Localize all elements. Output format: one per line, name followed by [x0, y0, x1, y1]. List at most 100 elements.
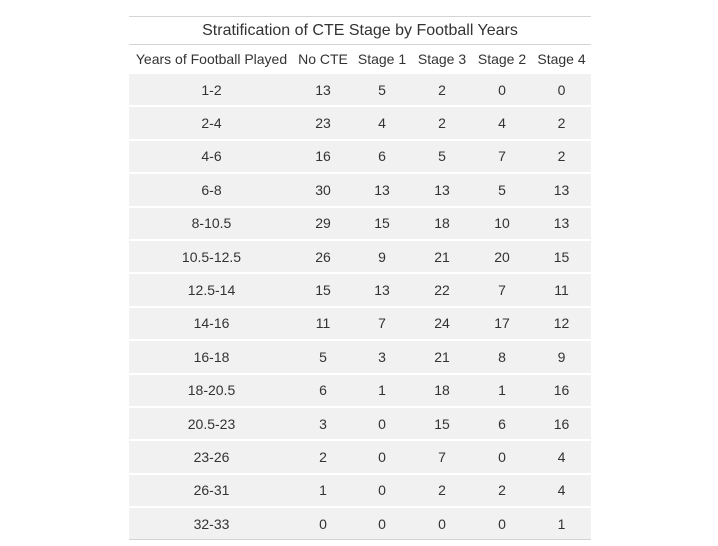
table-cell-stage-1: 0	[352, 473, 412, 509]
table-cell-no-cte: 0	[294, 507, 352, 541]
table-cell-stage-3: 22	[412, 273, 472, 308]
table-cell-no-cte: 15	[294, 273, 352, 308]
header-row: Years of Football Played No CTE Stage 1 …	[129, 45, 591, 74]
table-cell-years: 2-4	[129, 106, 294, 141]
table-row: 20.5-23 3 0 15 6 16	[129, 406, 591, 442]
table-cell-years: 23-26	[129, 440, 294, 475]
table-row: 1-2 13 5 2 0 0	[129, 73, 591, 108]
table-cell-stage-2: 5	[472, 173, 532, 208]
table-cell-years: 32-33	[129, 507, 294, 541]
table-cell-stage-4: 16	[532, 406, 591, 442]
table-cell-stage-3: 18	[412, 206, 472, 241]
table-row: 10.5-12.5 26 9 21 20 15	[129, 239, 591, 275]
table-cell-stage-1: 9	[352, 239, 412, 275]
table-cell-stage-2: 7	[472, 273, 532, 308]
table-cell-stage-2: 7	[472, 139, 532, 175]
column-header-stage-2: Stage 2	[472, 45, 532, 74]
table-cell-years: 4-6	[129, 139, 294, 175]
table-row: 6-8 30 13 13 5 13	[129, 173, 591, 208]
table-cell-years: 6-8	[129, 173, 294, 208]
table-row: 12.5-14 15 13 22 7 11	[129, 273, 591, 308]
table-cell-stage-4: 16	[532, 373, 591, 408]
table-cell-stage-4: 13	[532, 206, 591, 241]
table-cell-no-cte: 5	[294, 340, 352, 375]
table-cell-stage-4: 15	[532, 239, 591, 275]
table-cell-stage-2: 17	[472, 306, 532, 342]
column-header-years: Years of Football Played	[129, 45, 294, 74]
table-cell-stage-4: 11	[532, 273, 591, 308]
table-cell-years: 20.5-23	[129, 406, 294, 442]
table-cell-stage-3: 24	[412, 306, 472, 342]
table-cell-stage-2: 6	[472, 406, 532, 442]
table-cell-years: 14-16	[129, 306, 294, 342]
table-cell-stage-2: 0	[472, 440, 532, 475]
table-cell-stage-3: 21	[412, 340, 472, 375]
table-cell-stage-3: 2	[412, 473, 472, 509]
table-cell-no-cte: 2	[294, 440, 352, 475]
table-cell-stage-1: 13	[352, 173, 412, 208]
table-cell-stage-1: 7	[352, 306, 412, 342]
table-row: 8-10.5 29 15 18 10 13	[129, 206, 591, 241]
table-row: 26-31 1 0 2 2 4	[129, 473, 591, 509]
column-header-stage-1: Stage 1	[352, 45, 412, 74]
table-cell-stage-1: 0	[352, 406, 412, 442]
table-cell-stage-3: 21	[412, 239, 472, 275]
table-row: 2-4 23 4 2 4 2	[129, 106, 591, 141]
table-cell-years: 1-2	[129, 73, 294, 108]
table-cell-stage-2: 1	[472, 373, 532, 408]
table-cell-stage-2: 8	[472, 340, 532, 375]
table-cell-no-cte: 26	[294, 239, 352, 275]
table-cell-years: 10.5-12.5	[129, 239, 294, 275]
table-cell-stage-3: 2	[412, 73, 472, 108]
table-cell-no-cte: 6	[294, 373, 352, 408]
table-cell-stage-4: 13	[532, 173, 591, 208]
table-cell-stage-4: 4	[532, 440, 591, 475]
table-cell-no-cte: 13	[294, 73, 352, 108]
table-cell-stage-1: 4	[352, 106, 412, 141]
table-body: 1-2 13 5 2 0 0 2-4 23 4 2 4 2 4-6 16 6 5 7 2 6-8 30 13 13 5 13 8…	[129, 73, 591, 541]
table-cell-stage-4: 4	[532, 473, 591, 509]
table-row: 18-20.5 6 1 18 1 16	[129, 373, 591, 408]
table-cell-stage-2: 10	[472, 206, 532, 241]
table-row: 14-16 11 7 24 17 12	[129, 306, 591, 342]
table-row: 16-18 5 3 21 8 9	[129, 340, 591, 375]
table-cell-no-cte: 16	[294, 139, 352, 175]
table-cell-stage-1: 13	[352, 273, 412, 308]
table-cell-stage-1: 15	[352, 206, 412, 241]
table-cell-stage-1: 0	[352, 440, 412, 475]
table-row: 32-33 0 0 0 0 1	[129, 507, 591, 541]
table-cell-stage-4: 2	[532, 139, 591, 175]
table-cell-stage-3: 0	[412, 507, 472, 541]
table-cell-stage-2: 20	[472, 239, 532, 275]
table-cell-stage-4: 2	[532, 106, 591, 141]
table-cell-stage-2: 0	[472, 507, 532, 541]
cte-table-container: Stratification of CTE Stage by Football …	[129, 16, 591, 541]
table-cell-no-cte: 23	[294, 106, 352, 141]
column-header-stage-3: Stage 3	[412, 45, 472, 74]
table-cell-years: 18-20.5	[129, 373, 294, 408]
table-cell-stage-1: 1	[352, 373, 412, 408]
table-cell-years: 16-18	[129, 340, 294, 375]
table-row: 23-26 2 0 7 0 4	[129, 440, 591, 475]
table-cell-years: 12.5-14	[129, 273, 294, 308]
table-title: Stratification of CTE Stage by Football …	[129, 16, 591, 45]
table-cell-stage-4: 0	[532, 73, 591, 108]
table-cell-years: 8-10.5	[129, 206, 294, 241]
table-cell-stage-3: 5	[412, 139, 472, 175]
table-cell-stage-4: 12	[532, 306, 591, 342]
table-cell-stage-1: 0	[352, 507, 412, 541]
table-cell-stage-3: 2	[412, 106, 472, 141]
table-cell-stage-3: 13	[412, 173, 472, 208]
table-cell-stage-1: 6	[352, 139, 412, 175]
table-cell-no-cte: 3	[294, 406, 352, 442]
table-row: 4-6 16 6 5 7 2	[129, 139, 591, 175]
table-cell-stage-1: 5	[352, 73, 412, 108]
table-cell-stage-1: 3	[352, 340, 412, 375]
table-cell-stage-3: 15	[412, 406, 472, 442]
column-header-no-cte: No CTE	[294, 45, 352, 74]
table-cell-no-cte: 11	[294, 306, 352, 342]
cte-stage-table: Stratification of CTE Stage by Football …	[129, 16, 591, 541]
table-cell-no-cte: 29	[294, 206, 352, 241]
table-cell-no-cte: 1	[294, 473, 352, 509]
column-header-stage-4: Stage 4	[532, 45, 591, 74]
